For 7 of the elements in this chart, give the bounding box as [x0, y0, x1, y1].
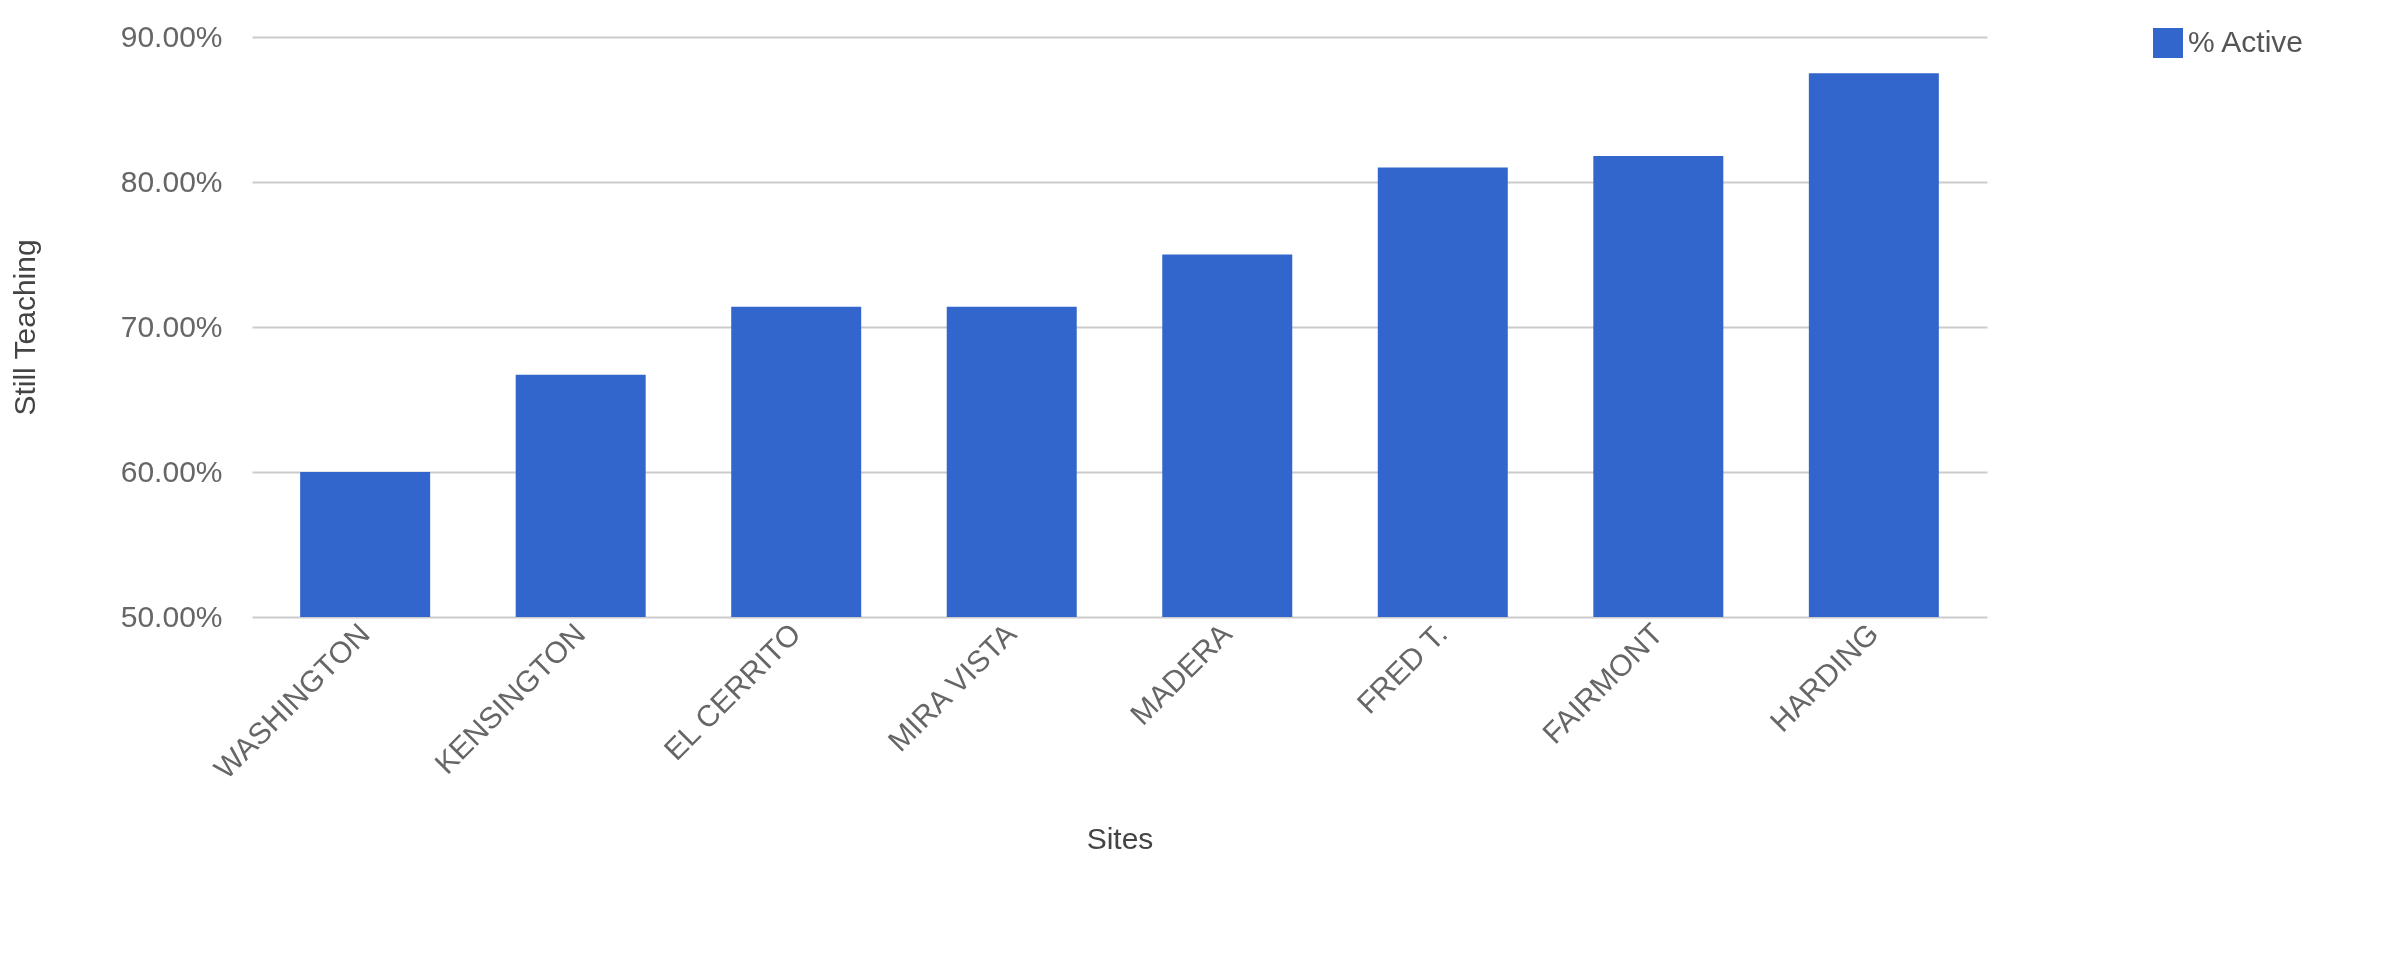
y-tick-label: 60.00% — [120, 454, 223, 488]
y-tick-label: 80.00% — [120, 164, 223, 198]
x-axis-title: Sites — [1086, 822, 1154, 856]
y-axis-title: Still Teaching — [7, 239, 41, 416]
y-tick-label: 90.00% — [120, 19, 223, 53]
y-tick-label: 70.00% — [120, 309, 223, 343]
legend-label: % Active — [2188, 25, 2304, 58]
